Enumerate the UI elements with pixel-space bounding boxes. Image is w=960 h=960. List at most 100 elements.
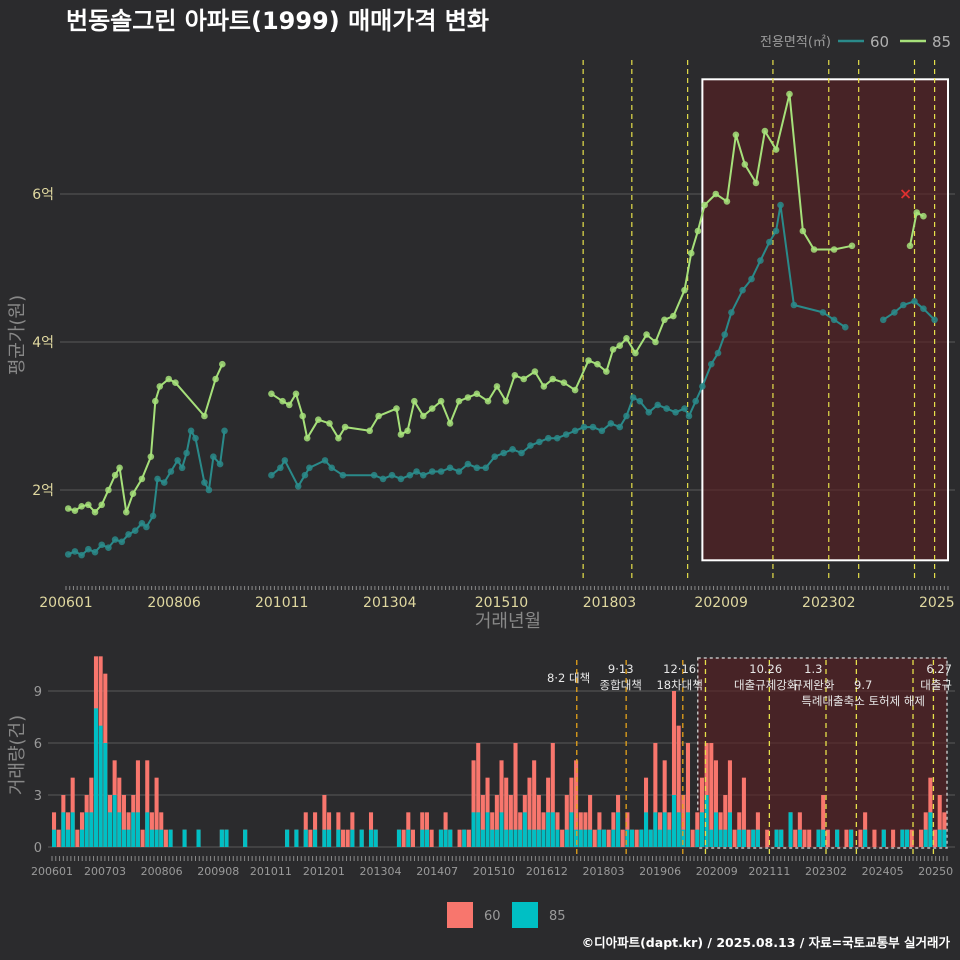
volume-bar-60-134 [676, 725, 681, 847]
volume-annotation-4-1: 규제완화 [792, 678, 835, 692]
series-60-point-1 [71, 548, 79, 555]
series-60-point-7 [111, 536, 119, 543]
volume-bar-85-126 [639, 829, 644, 847]
series-85-point-57 [616, 342, 624, 350]
volume-x-tick-11: 201906 [639, 865, 681, 878]
volume-bar-85-31 [196, 829, 201, 847]
series-60-point-17 [174, 457, 181, 464]
series-60-point-45 [446, 464, 454, 472]
series-60-point-30 [294, 483, 302, 490]
volume-bar-85-11 [103, 743, 108, 847]
volume-bar-60-61 [336, 812, 341, 847]
series-85-point-25 [303, 434, 311, 442]
series-85-point-32 [393, 405, 400, 412]
series-85-point-29 [341, 423, 349, 431]
series-60-point-36 [370, 471, 378, 479]
series-85-point-54 [594, 360, 601, 368]
series-60-point-71 [672, 409, 679, 416]
volume-bar-60-21 [149, 812, 154, 847]
volume-bar-60-165 [821, 795, 826, 847]
series-85-point-72 [752, 179, 760, 187]
volume-bar-60-189 [933, 829, 938, 847]
volume-bar-85-4 [70, 812, 75, 847]
volume-bar-85-80 [424, 829, 429, 847]
volume-bar-85-156 [779, 829, 784, 847]
main-x-tick-8: 2025 [919, 595, 955, 611]
bottom-legend-swatch-85 [512, 902, 538, 928]
volume-annotation-6-0: 6.27 [926, 662, 952, 676]
series-60-point-84 [772, 227, 780, 235]
volume-bar-60-130 [657, 812, 663, 847]
series-60-point-89 [841, 323, 849, 331]
volume-bar-85-54 [303, 829, 308, 847]
main-x-tick-7: 202302 [802, 595, 855, 611]
volume-bar-60-6 [79, 812, 85, 847]
series-85-point-15 [165, 375, 173, 383]
main-x-tick-0: 200601 [39, 595, 92, 611]
volume-bar-85-164 [816, 829, 821, 847]
main-x-axis-title: 거래년월 [475, 611, 541, 632]
volume-bar-60-122 [620, 829, 625, 847]
series-85-point-50 [549, 375, 557, 383]
main-x-tick-4: 201510 [475, 595, 528, 611]
series-60-point-39 [397, 475, 405, 483]
series-60-point-61 [589, 423, 597, 431]
volume-bar-60-18 [135, 760, 140, 847]
volume-bar-60-0 [52, 812, 57, 847]
series-60-point-75 [699, 383, 706, 390]
series-60-point-86 [790, 301, 798, 309]
series-85-point-22 [285, 401, 293, 409]
main-y-tick-2: 2억 [32, 483, 54, 499]
series-60-point-74 [692, 397, 699, 405]
volume-bar-85-187 [923, 829, 928, 847]
volume-bar-85-103 [532, 829, 537, 847]
volume-bar-85-8 [89, 812, 94, 847]
volume-x-tick-labels: 200601 200703 200806 200908 201011 201201 2013… [31, 856, 953, 878]
bottom-legend-swatch-60 [447, 902, 473, 928]
volume-bar-85-91 [476, 812, 481, 847]
volume-bar-60-114 [583, 812, 588, 847]
volume-bar-85-95 [494, 829, 499, 847]
volume-bar-60-80 [424, 812, 429, 847]
series-85-point-49 [540, 383, 548, 390]
volume-bar-60-160 [797, 812, 802, 847]
volume-bar-60-161 [802, 829, 807, 847]
volume-bar-85-141 [709, 829, 714, 847]
volume-x-tick-6: 201304 [360, 865, 402, 878]
volume-bar-60-120 [611, 812, 616, 847]
volume-y-tick-6: 6 [34, 737, 42, 752]
series-60-point-62 [598, 427, 606, 435]
volume-bar-60-19 [140, 829, 145, 847]
volume-bar-85-10 [98, 725, 103, 847]
series-60-point-88 [830, 316, 838, 324]
series-85-point-66 [694, 227, 702, 235]
volume-bar-85-64 [350, 829, 355, 847]
series-85-point-17 [201, 412, 208, 420]
volume-bar-85-132 [667, 829, 672, 847]
series-60-point-87 [819, 309, 827, 316]
series-85-point-9 [122, 508, 130, 516]
series-60-point-72 [681, 405, 688, 412]
volume-bar-60-102 [527, 777, 532, 847]
volume-x-tick-10: 201803 [583, 865, 625, 878]
series-85-point-60 [643, 331, 650, 338]
volume-bar-60-112 [574, 760, 579, 847]
volume-bar-85-124 [630, 829, 635, 847]
series-60-point-52 [509, 446, 516, 453]
volume-bar-85-84 [443, 829, 448, 847]
volume-bar-85-108 [555, 829, 560, 847]
series-85-point-58 [623, 335, 630, 342]
series-85-point-82 [920, 212, 927, 220]
top-legend-title: 전용면적(㎡) [760, 35, 831, 50]
volume-bar-60-151 [755, 812, 760, 847]
volume-bar-85-160 [797, 829, 802, 847]
series-85-point-6 [105, 486, 112, 494]
volume-bar-85-191 [942, 829, 947, 847]
volume-bar-85-140 [704, 795, 709, 847]
series-60-point-46 [455, 468, 463, 475]
series-85-point-75 [786, 90, 793, 98]
volume-bar-60-116 [592, 829, 597, 847]
series-85-point-38 [437, 397, 445, 405]
series-60-point-66 [629, 394, 637, 401]
volume-bar-60-81 [429, 829, 434, 847]
